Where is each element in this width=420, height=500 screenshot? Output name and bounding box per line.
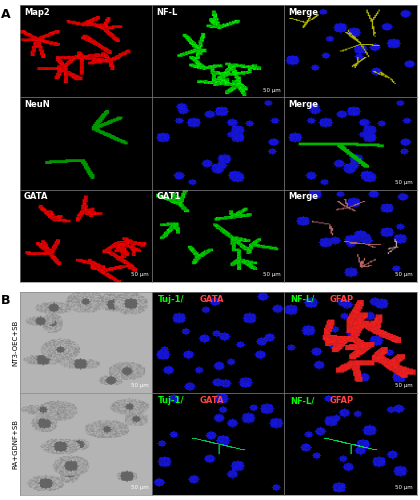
Text: 50 μm: 50 μm bbox=[395, 272, 413, 277]
Text: GATA: GATA bbox=[24, 192, 49, 202]
Text: NeuN: NeuN bbox=[24, 100, 50, 109]
Text: Tuj-1/: Tuj-1/ bbox=[158, 294, 184, 304]
Text: 50 μm: 50 μm bbox=[131, 485, 148, 490]
Text: Merge: Merge bbox=[289, 192, 318, 202]
Text: RA+GDNF+SB: RA+GDNF+SB bbox=[12, 419, 18, 469]
Text: GFAP: GFAP bbox=[329, 396, 354, 406]
Text: GATA: GATA bbox=[200, 294, 224, 304]
Text: Merge: Merge bbox=[289, 8, 318, 17]
Text: 50 μm: 50 μm bbox=[131, 383, 148, 388]
Text: Map2: Map2 bbox=[24, 8, 50, 17]
Text: 50 μm: 50 μm bbox=[263, 272, 281, 277]
Text: 50 μm: 50 μm bbox=[131, 272, 148, 277]
Text: A: A bbox=[1, 8, 10, 20]
Text: 50 μm: 50 μm bbox=[395, 485, 413, 490]
Text: GATA: GATA bbox=[200, 396, 224, 406]
Text: B: B bbox=[1, 294, 10, 307]
Text: 50 μm: 50 μm bbox=[395, 180, 413, 185]
Text: GFAP: GFAP bbox=[329, 294, 354, 304]
Text: NF-L: NF-L bbox=[156, 8, 178, 17]
Text: GAT1: GAT1 bbox=[156, 192, 181, 202]
Text: NF-L/: NF-L/ bbox=[290, 294, 314, 304]
Text: NT3-OEC+SB: NT3-OEC+SB bbox=[12, 320, 18, 366]
Text: 50 μm: 50 μm bbox=[263, 88, 281, 92]
Text: Merge: Merge bbox=[289, 100, 318, 109]
Text: 50 μm: 50 μm bbox=[395, 383, 413, 388]
Text: NF-L/: NF-L/ bbox=[290, 396, 314, 406]
Text: Tuj-1/: Tuj-1/ bbox=[158, 396, 184, 406]
